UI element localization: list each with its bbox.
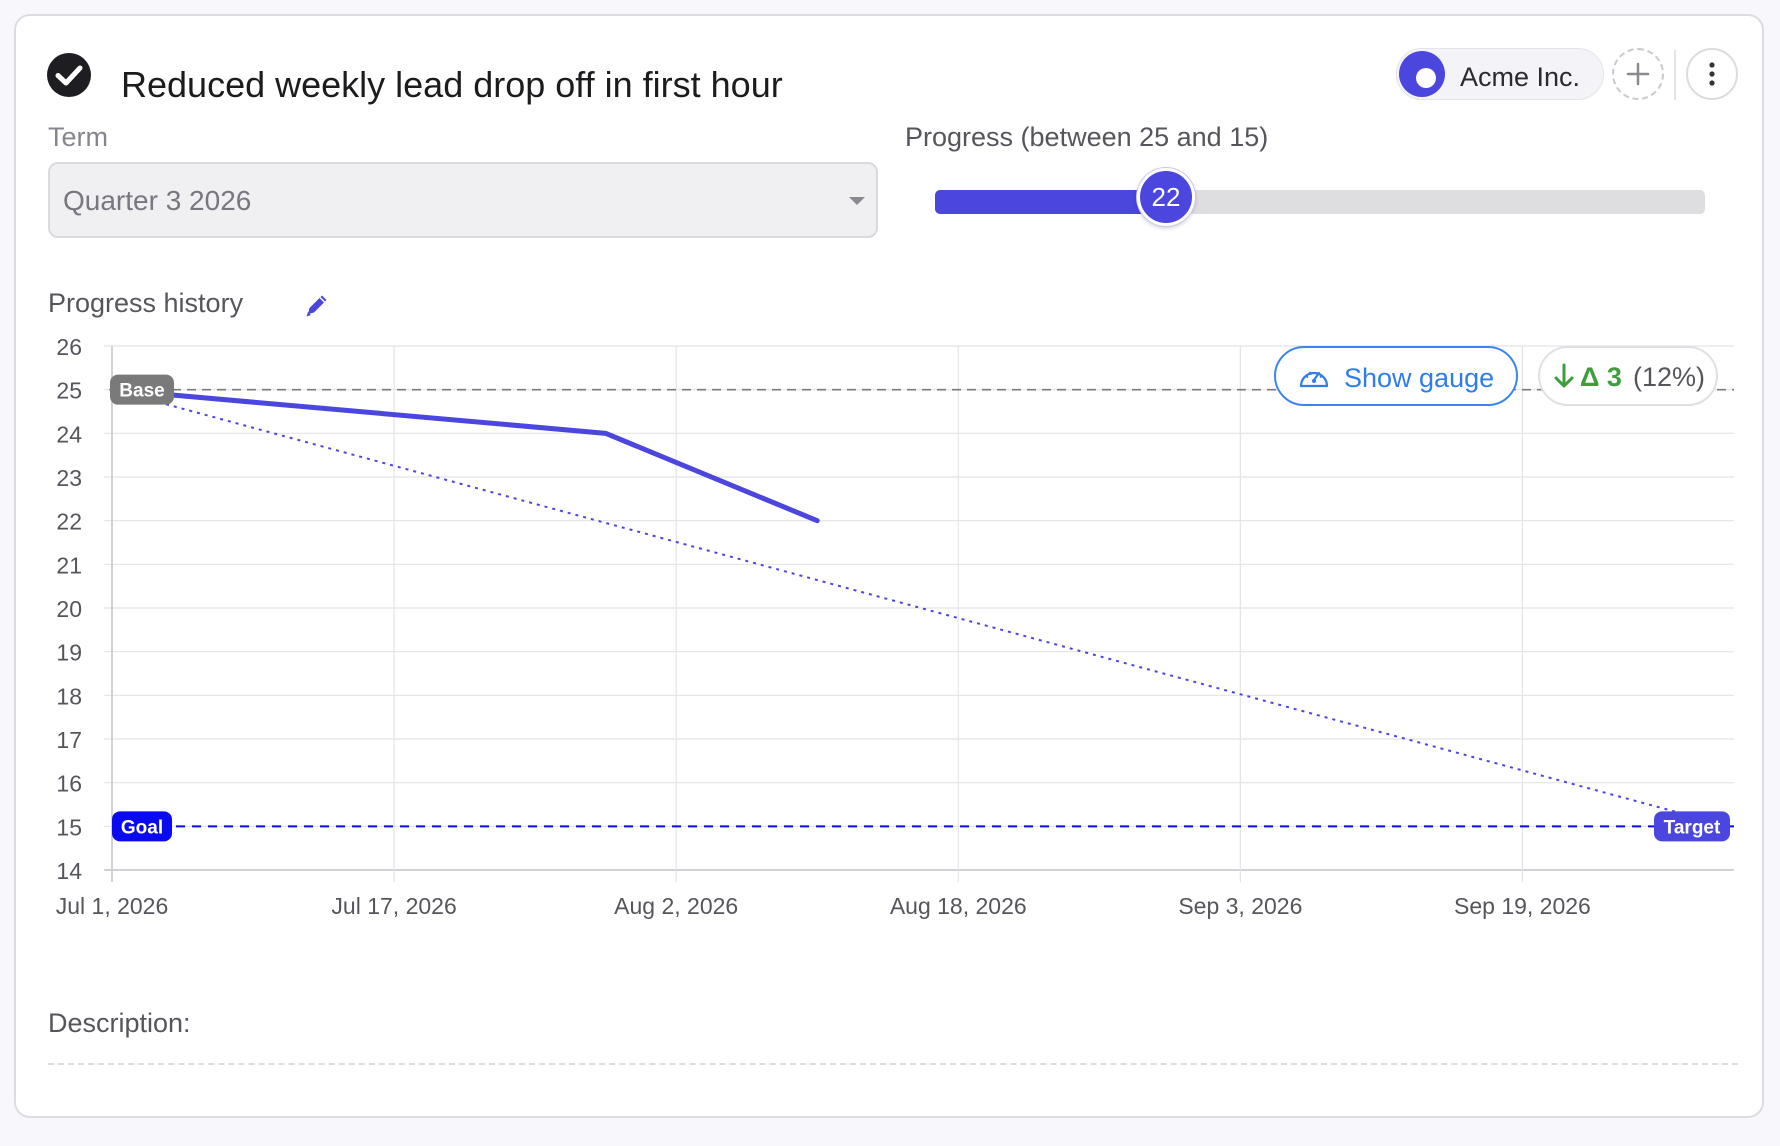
progress-history-chart: 26 25 24 23 22 21 20 19 18 17 16 15 14 Jul 1, 2026 Jul… bbox=[56, 334, 1734, 919]
y-tick-label: 19 bbox=[56, 640, 82, 666]
target-trend-line bbox=[111, 388, 1682, 815]
description-field[interactable] bbox=[48, 1063, 1738, 1065]
progress-history-label: Progress history bbox=[48, 288, 244, 318]
term-label: Term bbox=[48, 122, 108, 152]
x-tick-label: Aug 2, 2026 bbox=[614, 893, 738, 919]
arrow-down-icon bbox=[1554, 363, 1574, 388]
progress-slider-thumb[interactable]: 22 bbox=[1137, 168, 1195, 226]
y-tick-label: 15 bbox=[56, 814, 82, 840]
show-gauge-button[interactable]: Show gauge bbox=[1274, 346, 1518, 406]
org-chip[interactable]: Acme Inc. bbox=[1396, 48, 1604, 100]
target-label-bg bbox=[1654, 811, 1730, 842]
x-tick-label: Jul 1, 2026 bbox=[56, 893, 169, 919]
base-label: Base bbox=[119, 381, 164, 402]
show-gauge-label: Show gauge bbox=[1344, 363, 1495, 393]
term-select[interactable]: Quarter 3 2026 bbox=[48, 162, 878, 238]
y-tick-label: 23 bbox=[56, 465, 82, 491]
add-button[interactable] bbox=[1612, 48, 1664, 100]
x-tick-label: Sep 19, 2026 bbox=[1454, 893, 1591, 919]
y-tick-label: 17 bbox=[56, 727, 82, 753]
description-label: Description: bbox=[48, 1008, 191, 1038]
x-tick-label: Sep 3, 2026 bbox=[1178, 893, 1302, 919]
progress-slider-track[interactable] bbox=[935, 190, 1705, 214]
pencil-icon[interactable] bbox=[302, 290, 332, 320]
more-options-button[interactable] bbox=[1686, 48, 1738, 100]
org-avatar-icon bbox=[1399, 51, 1445, 97]
y-tick-label: 18 bbox=[56, 683, 82, 709]
y-tick-label: 22 bbox=[56, 509, 82, 535]
key-result-title[interactable]: Reduced weekly lead drop off in first ho… bbox=[121, 64, 783, 105]
x-tick-label: Jul 17, 2026 bbox=[331, 893, 456, 919]
y-tick-label: 16 bbox=[56, 771, 82, 797]
progress-label: Progress (between 25 and 15) bbox=[905, 122, 1269, 152]
y-tick-label: 24 bbox=[56, 421, 82, 447]
caret-down-icon bbox=[849, 197, 865, 205]
progress-series-line bbox=[109, 387, 820, 524]
y-tick-label: 14 bbox=[56, 858, 82, 884]
progress-slider-fill bbox=[935, 190, 1166, 214]
delta-percent: (12%) bbox=[1633, 362, 1706, 392]
plus-icon bbox=[1626, 62, 1650, 86]
delta-value: Δ 3 bbox=[1580, 362, 1622, 392]
y-tick-label: 20 bbox=[56, 596, 82, 622]
org-name: Acme Inc. bbox=[1460, 62, 1581, 92]
term-value: Quarter 3 2026 bbox=[63, 185, 252, 216]
y-tick-label: 26 bbox=[56, 334, 82, 360]
delta-badge: Δ 3 (12%) bbox=[1538, 346, 1718, 406]
y-tick-label: 25 bbox=[56, 378, 82, 404]
gauge-icon bbox=[1299, 371, 1329, 388]
goal-label-bg bbox=[112, 811, 172, 842]
target-label: Target bbox=[1664, 817, 1721, 838]
x-tick-label: Aug 18, 2026 bbox=[890, 893, 1027, 919]
key-result-card: Reduced weekly lead drop off in first ho… bbox=[14, 14, 1764, 1118]
y-tick-label: 21 bbox=[56, 552, 82, 578]
base-label-bg bbox=[110, 374, 174, 405]
header-divider bbox=[1674, 50, 1676, 100]
more-vertical-icon bbox=[1709, 62, 1715, 86]
check-circle-icon[interactable] bbox=[46, 52, 92, 98]
goal-label: Goal bbox=[121, 817, 163, 838]
